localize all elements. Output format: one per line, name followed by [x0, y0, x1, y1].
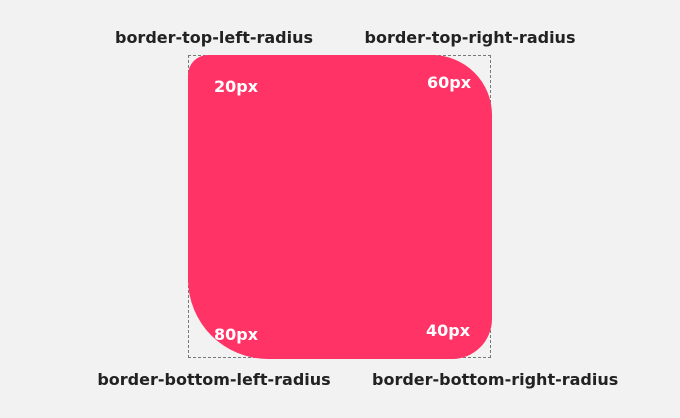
bottom-right-radius-label: border-bottom-right-radius — [372, 370, 619, 389]
top-left-radius-value: 20px — [214, 77, 259, 96]
bottom-left-radius-value: 80px — [214, 325, 259, 344]
rounded-demo-box: 20px 60px 80px 40px — [188, 55, 492, 359]
top-right-radius-value: 60px — [427, 73, 472, 92]
top-left-radius-label: border-top-left-radius — [114, 28, 314, 47]
top-right-radius-label: border-top-right-radius — [364, 28, 576, 47]
bottom-left-radius-label: border-bottom-left-radius — [97, 370, 331, 389]
bottom-right-radius-value: 40px — [426, 321, 471, 340]
